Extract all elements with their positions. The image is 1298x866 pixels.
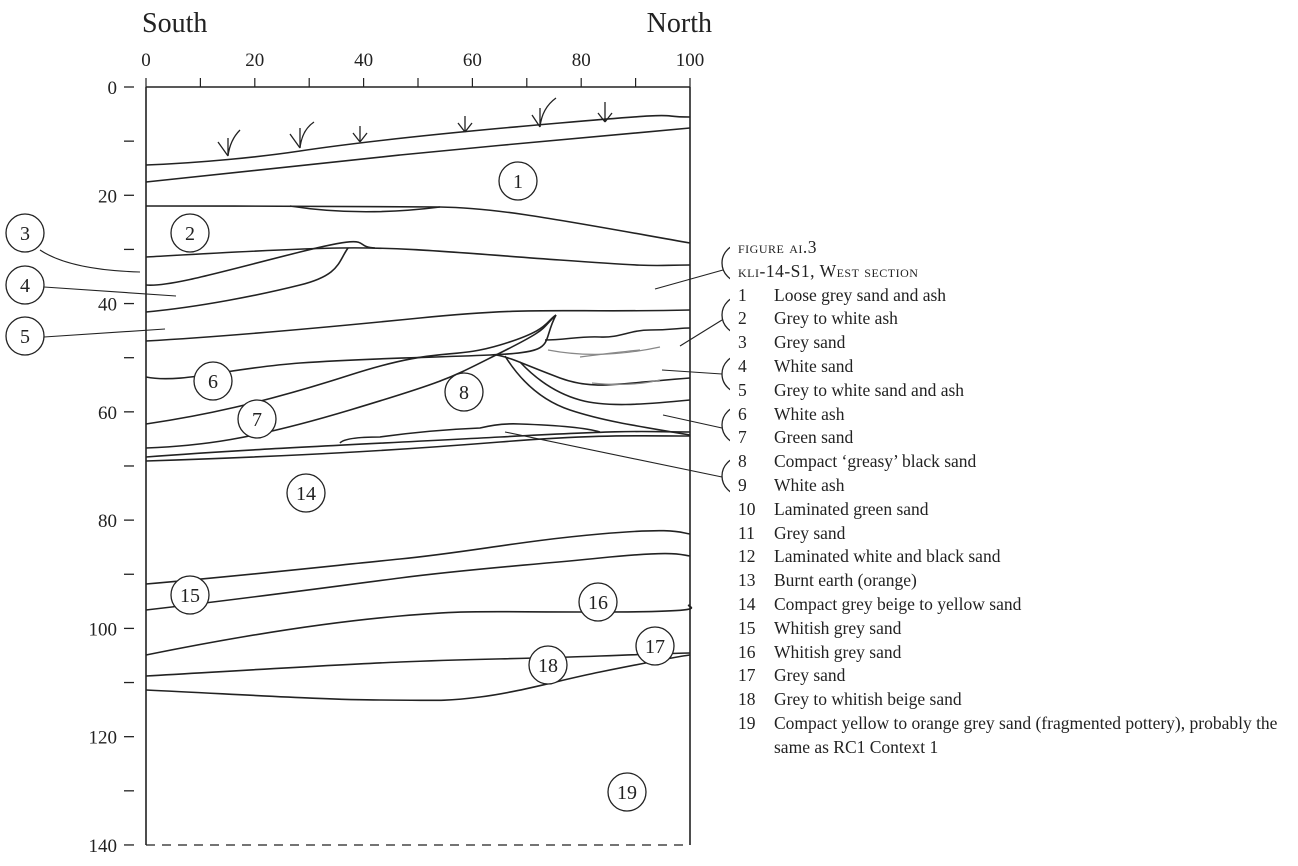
layer-number: 17	[645, 636, 665, 658]
layer-marker	[722, 244, 730, 282]
top-tick-label: 20	[245, 50, 264, 71]
legend: figure ai.3 kli-14-S1, West section 1Loo…	[738, 236, 1294, 760]
legend-description: Laminated green sand	[774, 498, 1294, 522]
legend-number: 14	[738, 593, 774, 617]
depth-tick-label: 120	[89, 728, 118, 749]
layer-marker	[722, 355, 730, 393]
frame	[146, 87, 690, 845]
legend-number: 19	[738, 712, 774, 760]
legend-row: 14Compact grey beige to yellow sand	[738, 593, 1294, 617]
legend-description: Grey to whitish beige sand	[774, 688, 1294, 712]
depth-tick-label: 140	[89, 836, 118, 857]
legend-number: 11	[738, 522, 774, 546]
depth-tick-label: 0	[108, 78, 118, 99]
top-tick-label: 100	[676, 50, 705, 71]
legend-description: White ash	[774, 403, 1294, 427]
legend-description: Grey to white ash	[774, 307, 1294, 331]
legend-number: 7	[738, 426, 774, 450]
legend-description: Whitish grey sand	[774, 617, 1294, 641]
layer-number: 14	[296, 483, 316, 505]
layer-number: 15	[180, 585, 200, 607]
layer-number: 16	[588, 592, 608, 614]
layer-number: 4	[20, 275, 30, 297]
page: South North	[0, 0, 1298, 866]
legend-description: Compact yellow to orange grey sand (frag…	[774, 712, 1294, 760]
depth-tick-label: 60	[98, 403, 117, 424]
legend-description: Laminated white and black sand	[774, 545, 1294, 569]
legend-number: 6	[738, 403, 774, 427]
north-label: North	[647, 8, 712, 39]
legend-number: 17	[738, 664, 774, 688]
top-tick-label: 60	[463, 50, 482, 71]
legend-number: 18	[738, 688, 774, 712]
layer-number: 7	[252, 409, 262, 431]
depth-tick-label: 20	[98, 186, 117, 207]
legend-description: White sand	[774, 355, 1294, 379]
layer-number: 18	[538, 655, 558, 677]
legend-number: 3	[738, 331, 774, 355]
legend-number: 15	[738, 617, 774, 641]
layer-marker	[722, 406, 730, 444]
legend-number: 9	[738, 474, 774, 498]
legend-description: Compact ‘greasy’ black sand	[774, 450, 1294, 474]
legend-number: 16	[738, 641, 774, 665]
legend-description: Grey sand	[774, 522, 1294, 546]
legend-number: 10	[738, 498, 774, 522]
legend-description: Whitish grey sand	[774, 641, 1294, 665]
layer-number: 1	[513, 171, 523, 193]
figure-number: figure ai.3	[738, 236, 1294, 260]
legend-description: Grey to white sand and ash	[774, 379, 1294, 403]
legend-number: 12	[738, 545, 774, 569]
legend-description: Grey sand	[774, 664, 1294, 688]
legend-description: Grey sand	[774, 331, 1294, 355]
layer-number: 5	[20, 326, 30, 348]
top-tick-label: 80	[572, 50, 591, 71]
top-tick-label: 0	[141, 50, 151, 71]
figure-title: kli-14-S1, West section	[738, 260, 1294, 284]
plant-symbols	[218, 98, 612, 156]
legend-number: 2	[738, 307, 774, 331]
depth-tick-label: 40	[98, 295, 117, 316]
legend-number: 8	[738, 450, 774, 474]
top-tick-label: 40	[354, 50, 373, 71]
legend-row: 1Loose grey sand and ash	[738, 284, 1294, 308]
legend-number: 13	[738, 569, 774, 593]
legend-description: Green sand	[774, 426, 1294, 450]
section-drawing: South North	[0, 0, 730, 866]
depth-tick-label: 80	[98, 511, 117, 532]
legend-description: Loose grey sand and ash	[774, 284, 1294, 308]
layer-marker	[722, 457, 730, 495]
legend-number: 1	[738, 284, 774, 308]
south-label: South	[142, 8, 207, 39]
layer-number: 3	[20, 223, 30, 245]
layer-number: 19	[617, 782, 637, 804]
depth-tick-label: 100	[89, 619, 118, 640]
legend-row: 15Whitish grey sand	[738, 617, 1294, 641]
layer-marker	[722, 296, 730, 334]
layer-number: 2	[185, 223, 195, 245]
layer-number: 6	[208, 371, 218, 393]
legend-number: 4	[738, 355, 774, 379]
legend-description: White ash	[774, 474, 1294, 498]
layer-number: 8	[459, 382, 469, 404]
legend-number: 5	[738, 379, 774, 403]
legend-description: Burnt earth (orange)	[774, 569, 1294, 593]
legend-description: Compact grey beige to yellow sand	[774, 593, 1294, 617]
